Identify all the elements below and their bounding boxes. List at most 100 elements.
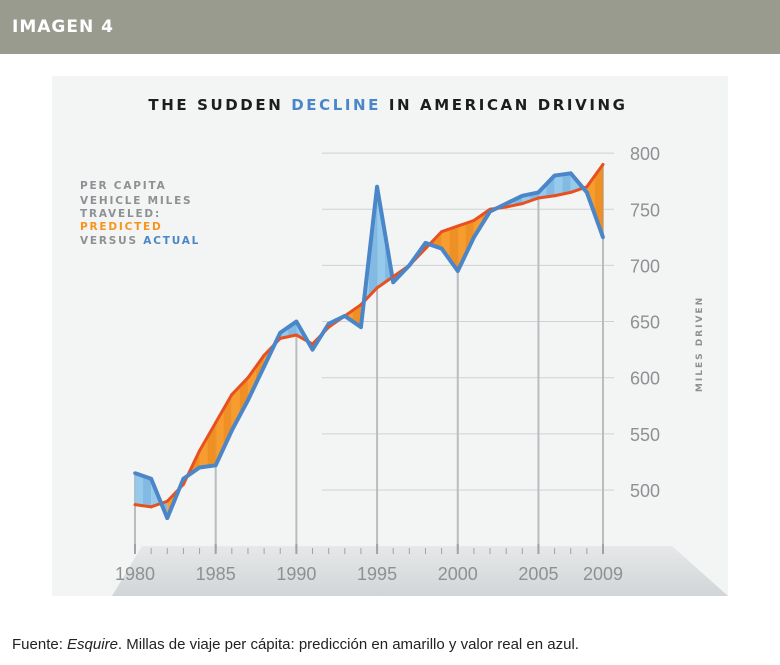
data-point-actual xyxy=(294,319,299,324)
data-point-actual xyxy=(504,201,508,206)
y-tick-label: 800 xyxy=(630,144,660,164)
data-point-actual xyxy=(149,476,153,481)
data-point-actual xyxy=(133,471,137,475)
data-point-predicted xyxy=(311,342,315,346)
data-point-predicted xyxy=(149,505,153,509)
gap-band xyxy=(344,304,361,328)
gap-band xyxy=(441,226,458,272)
x-tick-label: 1995 xyxy=(357,564,397,584)
data-point-actual xyxy=(262,364,266,369)
data-point-predicted xyxy=(181,482,185,486)
y-tick-label: 700 xyxy=(630,256,660,276)
data-point-actual xyxy=(407,263,412,268)
chart-title-part: THE SUDDEN xyxy=(148,96,291,114)
figure-caption: Fuente: Esquire. Millas de viaje per cáp… xyxy=(12,636,579,653)
chart-title-part: IN AMERICAN DRIVING xyxy=(381,96,628,114)
legend-actual: ACTUAL xyxy=(143,235,200,247)
legend-line: TRAVELED: xyxy=(80,208,161,220)
x-tick-label: 2005 xyxy=(518,564,558,584)
y-axis-label: MILES DRIVEN xyxy=(695,296,705,392)
x-tick-label: 1990 xyxy=(276,564,316,584)
x-tick-label: 1985 xyxy=(196,564,236,584)
data-point-actual xyxy=(326,321,331,326)
data-point-predicted xyxy=(230,393,234,397)
data-point-predicted xyxy=(423,247,427,251)
chart-floor xyxy=(112,546,728,596)
chart: 500 550 600 650 700 750 800 1980 1985 1990 1995 20… xyxy=(80,96,728,596)
data-point-actual xyxy=(181,476,186,481)
data-point-actual xyxy=(488,209,492,214)
data-point-predicted xyxy=(456,224,460,228)
data-point-actual xyxy=(391,280,396,285)
data-point-predicted xyxy=(536,196,540,200)
data-point-predicted xyxy=(553,194,557,198)
data-point-predicted xyxy=(440,230,444,234)
data-point-predicted xyxy=(520,202,524,206)
data-point-actual xyxy=(165,516,170,520)
data-point-predicted xyxy=(198,449,202,453)
data-point-actual xyxy=(375,184,379,189)
data-point-actual xyxy=(552,173,557,178)
y-tick-label: 500 xyxy=(630,481,660,501)
y-tick-label: 600 xyxy=(630,369,660,389)
data-point-predicted xyxy=(585,185,589,189)
gap-band xyxy=(135,473,152,507)
data-point-actual xyxy=(278,330,283,335)
legend-line: VEHICLE MILES xyxy=(80,195,192,207)
data-point-predicted xyxy=(327,325,331,329)
caption-prefix: Fuente: xyxy=(12,636,68,653)
gap-band-shade xyxy=(546,175,555,197)
data-point-actual xyxy=(520,193,525,198)
y-tick-label: 550 xyxy=(630,425,660,445)
figure-label: IMAGEN 4 xyxy=(12,17,114,37)
data-point-predicted xyxy=(278,336,282,340)
data-point-predicted xyxy=(246,376,250,380)
y-tick-label: 650 xyxy=(630,313,660,333)
gap-band-shade xyxy=(562,173,571,195)
data-point-predicted xyxy=(214,421,218,425)
data-point-actual xyxy=(568,171,573,176)
gap-band xyxy=(554,173,571,196)
data-point-actual xyxy=(601,235,605,240)
data-point-predicted xyxy=(262,353,266,357)
data-point-actual xyxy=(455,269,460,273)
data-point-predicted xyxy=(472,218,476,222)
data-point-predicted xyxy=(375,286,379,290)
caption-text: . Millas de viaje per cápita: predicción… xyxy=(117,636,579,653)
data-point-actual xyxy=(359,325,363,329)
data-point-actual xyxy=(197,465,202,470)
x-tick-label: 2009 xyxy=(583,564,623,584)
legend: PER CAPITA VEHICLE MILES TRAVELED: PREDI… xyxy=(80,180,200,247)
gap-band-shade xyxy=(239,377,248,416)
legend-predicted: PREDICTED xyxy=(80,221,163,233)
caption-source: Esquire xyxy=(67,636,118,653)
chart-title: THE SUDDEN DECLINE IN AMERICAN DRIVING xyxy=(148,96,627,114)
gap-band xyxy=(570,173,587,193)
data-point-actual xyxy=(342,314,347,318)
y-tick-label: 750 xyxy=(630,200,660,220)
data-point-predicted xyxy=(359,303,363,307)
data-point-actual xyxy=(536,190,541,195)
data-point-actual xyxy=(230,428,234,433)
data-point-actual xyxy=(585,190,589,195)
data-point-actual xyxy=(213,463,218,468)
data-point-actual xyxy=(439,246,444,251)
data-point-predicted xyxy=(133,503,137,507)
data-point-actual xyxy=(472,235,476,240)
x-tick-label: 2000 xyxy=(438,564,478,584)
chart-frame: 500 550 600 650 700 750 800 1980 1985 1990 1995 20… xyxy=(52,76,728,596)
series-line-actual xyxy=(134,171,605,521)
data-point-predicted xyxy=(569,190,573,194)
legend-line: PER CAPITA xyxy=(80,180,167,192)
legend-versus: VERSUS xyxy=(80,235,143,247)
data-point-predicted xyxy=(601,162,605,166)
gap-band-shade xyxy=(143,475,152,507)
gap-band xyxy=(199,422,216,468)
header-bar: IMAGEN 4 xyxy=(0,0,780,54)
chart-title-highlight: DECLINE xyxy=(291,96,381,114)
x-tick-label: 1980 xyxy=(115,564,155,584)
data-point-actual xyxy=(423,241,428,245)
gap-band xyxy=(215,394,232,466)
data-point-predicted xyxy=(165,499,169,503)
series-line-predicted xyxy=(134,163,605,509)
